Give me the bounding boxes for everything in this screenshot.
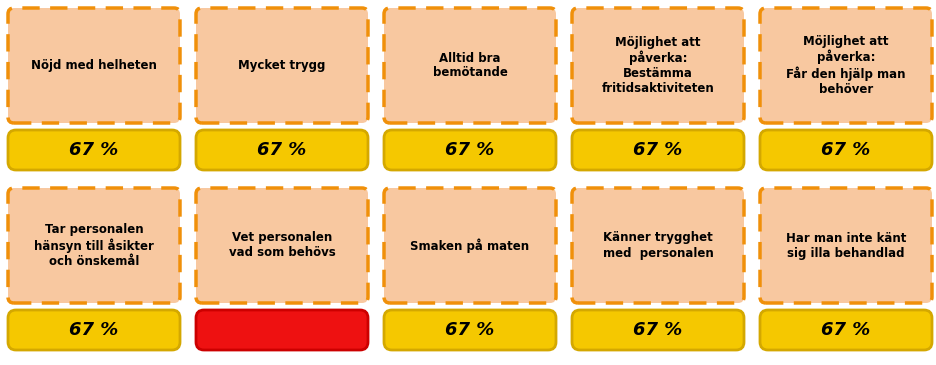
FancyBboxPatch shape	[384, 188, 555, 303]
FancyBboxPatch shape	[8, 8, 180, 123]
FancyBboxPatch shape	[8, 310, 180, 350]
FancyBboxPatch shape	[571, 188, 743, 303]
Text: Nöjd med helheten: Nöjd med helheten	[31, 59, 156, 72]
FancyBboxPatch shape	[571, 8, 743, 123]
FancyBboxPatch shape	[196, 130, 368, 170]
Text: 67 %: 67 %	[633, 141, 682, 159]
FancyBboxPatch shape	[384, 310, 555, 350]
FancyBboxPatch shape	[571, 310, 743, 350]
Text: 67 %: 67 %	[257, 141, 306, 159]
Text: Har man inte känt
sig illa behandlad: Har man inte känt sig illa behandlad	[785, 231, 905, 260]
Text: 67 %: 67 %	[69, 141, 119, 159]
Text: Möjlighet att
påverka:
Bestämma
fritidsaktiviteten: Möjlighet att påverka: Bestämma fritidsa…	[601, 35, 713, 95]
FancyBboxPatch shape	[196, 8, 368, 123]
Text: 67 %: 67 %	[445, 321, 494, 339]
Text: Känner trygghet
med  personalen: Känner trygghet med personalen	[602, 231, 712, 260]
FancyBboxPatch shape	[384, 8, 555, 123]
FancyBboxPatch shape	[759, 188, 931, 303]
FancyBboxPatch shape	[196, 310, 368, 350]
Text: 67 %: 67 %	[633, 321, 682, 339]
Text: 67 %: 67 %	[821, 321, 870, 339]
FancyBboxPatch shape	[759, 310, 931, 350]
Text: 67 %: 67 %	[445, 141, 494, 159]
Text: Alltid bra
bemötande: Alltid bra bemötande	[432, 51, 507, 80]
FancyBboxPatch shape	[759, 130, 931, 170]
Text: 67 %: 67 %	[69, 321, 119, 339]
FancyBboxPatch shape	[8, 130, 180, 170]
FancyBboxPatch shape	[759, 8, 931, 123]
FancyBboxPatch shape	[8, 188, 180, 303]
Text: 33 %: 33 %	[257, 321, 306, 339]
Text: Möjlighet att
påverka:
Får den hjälp man
behöver: Möjlighet att påverka: Får den hjälp man…	[785, 35, 905, 96]
FancyBboxPatch shape	[384, 130, 555, 170]
Text: Tar personalen
hänsyn till åsikter
och önskemål: Tar personalen hänsyn till åsikter och ö…	[34, 223, 154, 268]
Text: Mycket trygg: Mycket trygg	[238, 59, 326, 72]
FancyBboxPatch shape	[571, 130, 743, 170]
Text: Smaken på maten: Smaken på maten	[410, 238, 529, 253]
FancyBboxPatch shape	[196, 188, 368, 303]
Text: Vet personalen
vad som behövs: Vet personalen vad som behövs	[228, 231, 335, 260]
Text: 67 %: 67 %	[821, 141, 870, 159]
